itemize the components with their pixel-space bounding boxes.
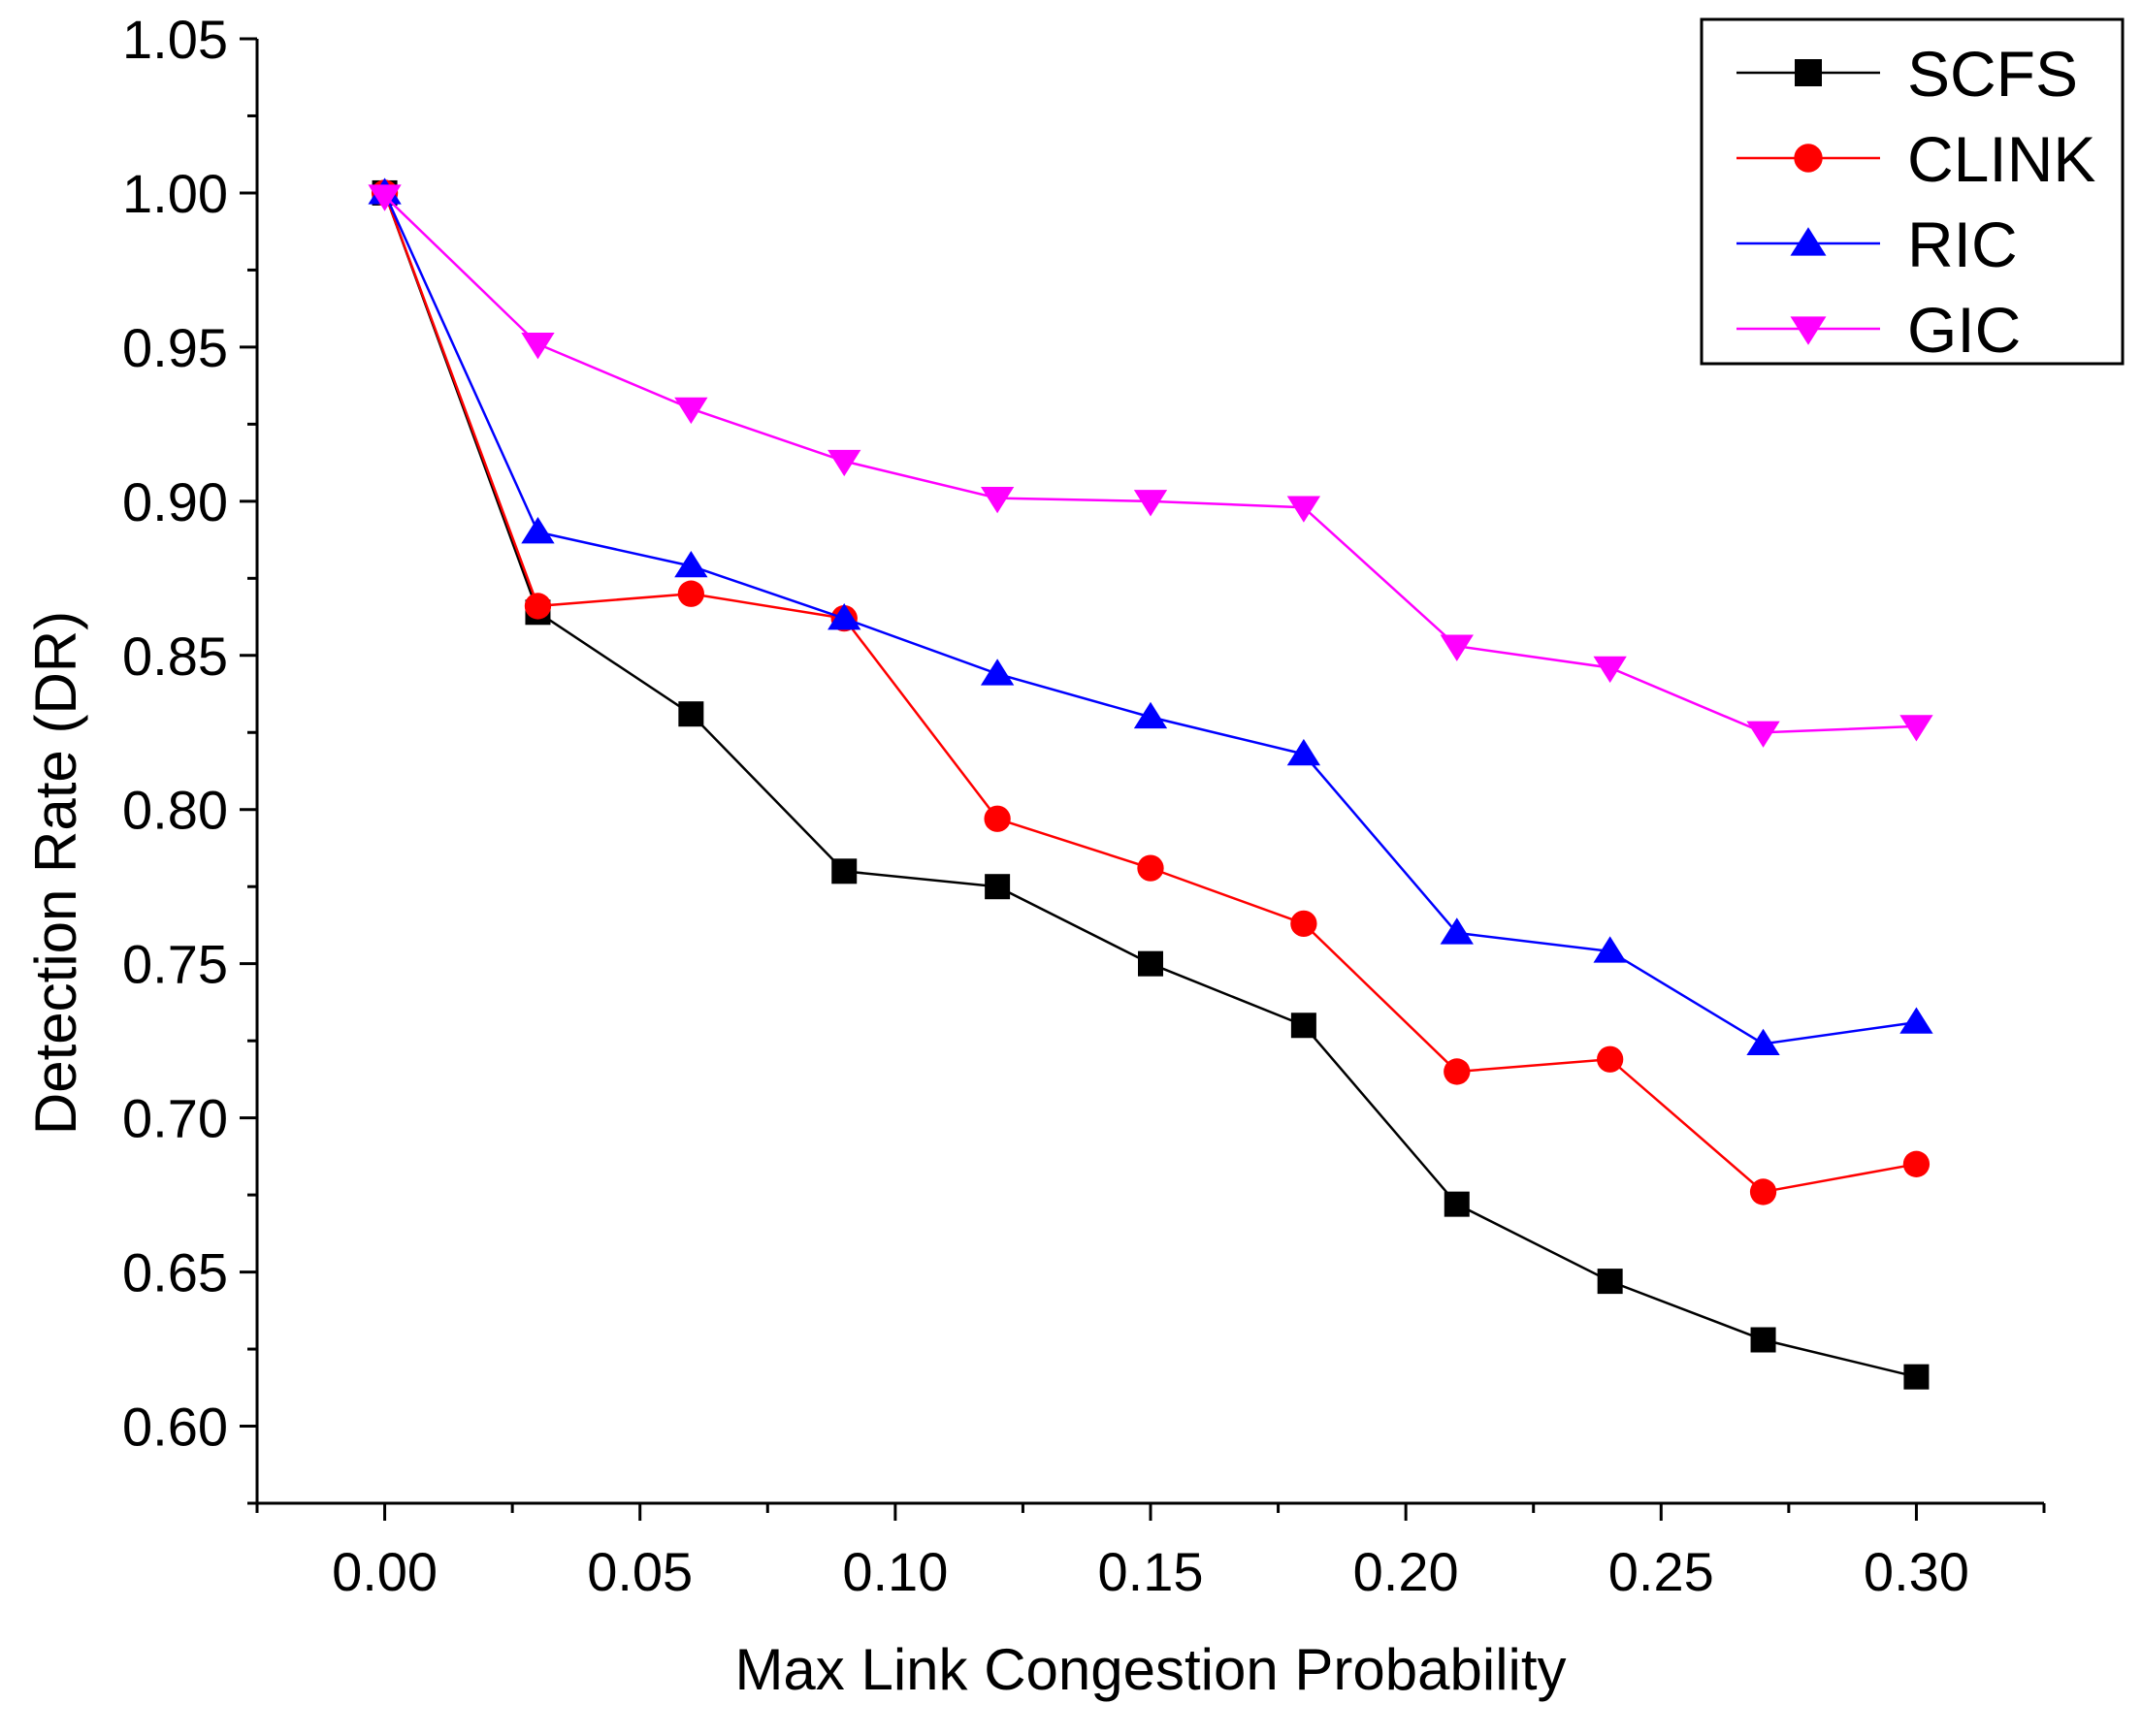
axes: 0.60 0.65 0.70 0.75 0.80 0.85 0.90 0.95 1.00 1.05… bbox=[122, 9, 2046, 1602]
point-circle bbox=[1794, 144, 1823, 173]
y-tick-label: 0.80 bbox=[122, 780, 228, 841]
point-triangle-down bbox=[1746, 721, 1780, 748]
x-tick-label: 0.15 bbox=[1098, 1541, 1204, 1602]
legend-label: GIC bbox=[1907, 294, 2021, 366]
point-circle bbox=[1597, 1045, 1624, 1073]
point-triangle-down bbox=[674, 397, 708, 425]
x-tick-label: 0.05 bbox=[587, 1541, 693, 1602]
series-line-scfs bbox=[383, 192, 1917, 1378]
point-square bbox=[1597, 1269, 1623, 1295]
point-triangle-up bbox=[828, 603, 861, 630]
point-square bbox=[1903, 1364, 1930, 1390]
series-line-gic bbox=[383, 195, 1917, 734]
point-triangle-down bbox=[521, 333, 555, 360]
y-tick-label: 1.05 bbox=[122, 9, 228, 70]
point-square bbox=[1750, 1327, 1776, 1353]
series-line-ric bbox=[383, 192, 1917, 1045]
point-circle bbox=[1290, 910, 1317, 938]
x-tick-label: 0.25 bbox=[1608, 1541, 1714, 1602]
legend-box bbox=[1700, 17, 2125, 366]
series-scfs bbox=[372, 179, 1930, 1390]
point-triangle-down bbox=[980, 486, 1015, 514]
point-triangle-up bbox=[1790, 227, 1827, 256]
legend-item-scfs: SCFS bbox=[1736, 38, 2078, 110]
point-square bbox=[1795, 59, 1822, 86]
legend-item-ric: RIC bbox=[1736, 209, 2018, 280]
x-tick-label: 0.10 bbox=[842, 1541, 948, 1602]
point-circle bbox=[524, 593, 552, 620]
point-triangle-down bbox=[828, 449, 861, 477]
point-triangle-up bbox=[674, 551, 708, 578]
series-line-clink bbox=[383, 192, 1917, 1194]
point-circle bbox=[1137, 854, 1164, 882]
point-triangle-down bbox=[368, 184, 402, 211]
point-circle bbox=[1444, 1058, 1471, 1085]
y-tick-label: 0.60 bbox=[122, 1397, 228, 1458]
point-triangle-up bbox=[1133, 701, 1168, 729]
point-triangle-up bbox=[1286, 738, 1321, 766]
y-axis-title: Detection Rate (DR) bbox=[23, 611, 88, 1135]
point-triangle-up bbox=[980, 659, 1015, 686]
y-tick-label: 0.95 bbox=[122, 317, 228, 378]
series-ric bbox=[368, 177, 1933, 1056]
y-tick-label: 0.70 bbox=[122, 1088, 228, 1149]
series-layer bbox=[368, 177, 1933, 1390]
x-axis-title: Max Link Congestion Probability bbox=[734, 1637, 1566, 1702]
legend: SCFS CLINK RIC GIC bbox=[1700, 17, 2125, 366]
legend-label: CLINK bbox=[1907, 123, 2095, 195]
point-triangle-up bbox=[1899, 1007, 1933, 1034]
point-square bbox=[831, 858, 858, 884]
point-circle bbox=[984, 805, 1011, 832]
point-triangle-down bbox=[1790, 316, 1827, 345]
point-triangle-up bbox=[1593, 936, 1627, 963]
series-gic bbox=[368, 184, 1933, 748]
point-circle bbox=[677, 580, 704, 607]
point-square bbox=[1138, 950, 1163, 977]
x-tick-label: 0.20 bbox=[1353, 1541, 1459, 1602]
legend-label: RIC bbox=[1907, 209, 2018, 280]
legend-item-clink: CLINK bbox=[1736, 123, 2095, 195]
point-triangle-down bbox=[1133, 490, 1168, 517]
point-triangle-up bbox=[1440, 917, 1474, 945]
y-tick-label: 0.75 bbox=[122, 934, 228, 995]
point-square bbox=[1290, 1013, 1316, 1039]
series-clink bbox=[371, 179, 1931, 1206]
point-triangle-down bbox=[1593, 656, 1627, 684]
point-triangle-up bbox=[521, 517, 555, 544]
point-square bbox=[985, 874, 1011, 900]
x-tick-label: 0.00 bbox=[332, 1541, 438, 1602]
y-tick-label: 0.85 bbox=[122, 626, 228, 687]
x-tick-label: 0.30 bbox=[1864, 1541, 1969, 1602]
point-square bbox=[1444, 1191, 1470, 1217]
point-square bbox=[678, 701, 704, 727]
point-triangle-down bbox=[1899, 715, 1933, 742]
legend-label: SCFS bbox=[1907, 38, 2078, 110]
point-circle bbox=[1749, 1178, 1777, 1206]
point-circle bbox=[1902, 1150, 1931, 1177]
point-triangle-down bbox=[1286, 496, 1321, 523]
y-tick-label: 1.00 bbox=[122, 163, 228, 224]
y-tick-label: 0.65 bbox=[122, 1242, 228, 1303]
y-tick-label: 0.90 bbox=[122, 471, 228, 532]
point-triangle-up bbox=[1746, 1028, 1780, 1056]
legend-item-gic: GIC bbox=[1736, 294, 2021, 366]
point-triangle-down bbox=[1440, 634, 1474, 661]
